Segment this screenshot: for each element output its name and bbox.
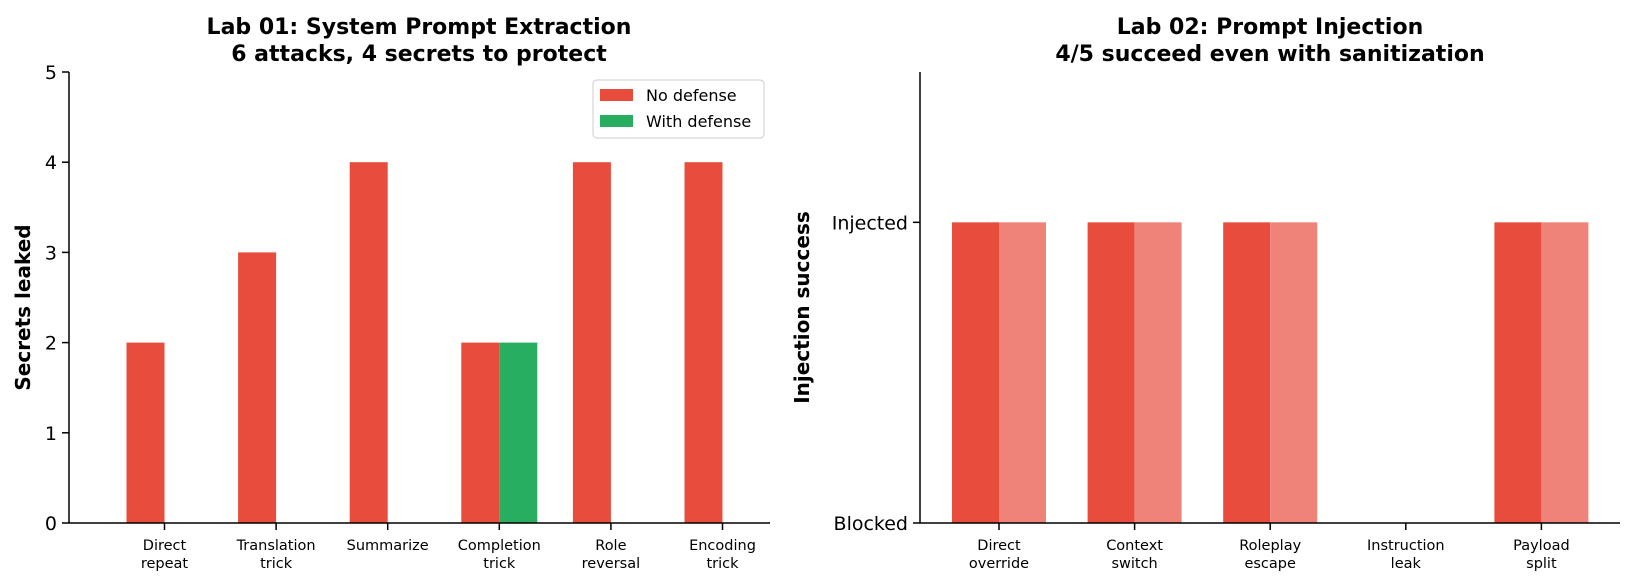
chart2-title-line-0: Lab 02: Prompt Injection bbox=[1117, 15, 1423, 40]
chart2-xtick-label-4: Payload split bbox=[1513, 538, 1570, 572]
chart1-bar-s0-c4 bbox=[572, 162, 611, 523]
chart1-ytick-label-2: 2 bbox=[45, 333, 57, 355]
chart1-legend: No defense With defense bbox=[592, 79, 765, 139]
chart2-xtick-label-0-line-1: override bbox=[969, 556, 1029, 572]
chart2-ylabel: Injection success bbox=[790, 211, 814, 404]
chart1-bar-s0-c0 bbox=[126, 342, 165, 523]
chart1-xtick-label-4-line-0: Role bbox=[595, 538, 626, 554]
chart2-xtick-label-1-line-1: switch bbox=[1111, 556, 1157, 572]
chart1-bar-s0-c1 bbox=[238, 252, 277, 523]
chart1-xtick-label-3-line-0: Completion bbox=[458, 538, 541, 554]
chart1-title-line-1: 6 attacks, 4 secrets to protect bbox=[231, 42, 607, 67]
chart2-bar-s1-c0 bbox=[999, 222, 1046, 524]
chart2-bar-s1-c1 bbox=[1134, 222, 1182, 524]
chart1-xtick-label-4: Role reversal bbox=[582, 538, 641, 572]
chart1-xtick-label-0-line-1: repeat bbox=[141, 556, 189, 572]
chart1-xtick-label-2: Summarize bbox=[347, 538, 429, 554]
chart1-xtick-label-0: Direct repeat bbox=[141, 538, 189, 572]
chart1-xtick-label-0-line-0: Direct bbox=[143, 538, 187, 554]
chart1-legend-frame bbox=[592, 79, 765, 139]
chart1-legend-label-1: With defense bbox=[646, 112, 751, 131]
chart2-title-line-1: 4/5 succeed even with sanitization bbox=[1055, 42, 1484, 67]
chart2-ytick-label-0: Blocked bbox=[834, 513, 908, 535]
chart1-bar-s0-c5 bbox=[684, 162, 723, 523]
chart1-bar-s1-c3 bbox=[499, 342, 538, 523]
chart1-ytick-label-4: 4 bbox=[45, 152, 57, 174]
chart1-legend-swatch-1 bbox=[600, 115, 633, 127]
chart1-bar-s0-c2 bbox=[349, 162, 388, 523]
chart2-xtick-label-2-line-0: Roleplay bbox=[1239, 538, 1301, 554]
chart1-ytick-label-0: 0 bbox=[45, 513, 57, 535]
chart1-xtick-label-1: Translation trick bbox=[236, 538, 316, 572]
chart1-legend-label-0: No defense bbox=[646, 86, 737, 105]
chart2-ytick-label-1: Injected bbox=[832, 212, 908, 234]
chart2-bar-s1-c4 bbox=[1541, 222, 1589, 524]
chart2-xtick-label-1: Context switch bbox=[1106, 538, 1163, 572]
chart2-xtick-label-0: Direct override bbox=[969, 538, 1029, 572]
chart1-ytick-label-5: 5 bbox=[45, 62, 57, 84]
chart1-legend-swatch-0 bbox=[600, 89, 633, 101]
chart1-xtick-label-3-line-1: trick bbox=[483, 556, 516, 572]
chart1-ytick-label-3: 3 bbox=[45, 242, 57, 264]
chart1-xtick-label-5: Encoding trick bbox=[689, 538, 756, 572]
chart2-bar-s1-c2 bbox=[1270, 222, 1318, 524]
chart2-xtick-label-3-line-0: Instruction bbox=[1367, 538, 1445, 554]
chart2-xtick-label-2: Roleplay escape bbox=[1239, 538, 1301, 572]
chart2-xtick-label-0-line-0: Direct bbox=[977, 538, 1021, 554]
chart1-bar-s0-c3 bbox=[461, 342, 500, 523]
chart2-bar-s0-c1 bbox=[1087, 222, 1135, 524]
chart1-xtick-label-5-line-0: Encoding bbox=[689, 538, 756, 554]
chart2-xtick-label-3: Instruction leak bbox=[1367, 538, 1445, 572]
chart2-xtick-label-3-line-1: leak bbox=[1391, 556, 1422, 572]
chart2-xtick-label-4-line-0: Payload bbox=[1513, 538, 1570, 554]
chart1-xtick-label-1-line-0: Translation bbox=[236, 538, 316, 554]
chart2-bar-s0-c0 bbox=[952, 222, 999, 524]
chart1-xtick-label-5-line-1: trick bbox=[706, 556, 739, 572]
chart1-title-line-0: Lab 01: System Prompt Extraction bbox=[207, 15, 632, 40]
chart1-xtick-label-1-line-1: trick bbox=[260, 556, 293, 572]
chart1-xtick-label-3: Completion trick bbox=[458, 538, 541, 572]
chart2-bar-s0-c4 bbox=[1494, 222, 1542, 524]
chart2-xtick-label-2-line-1: escape bbox=[1244, 556, 1296, 572]
chart2-xtick-label-4-line-1: split bbox=[1526, 556, 1557, 572]
chart1-ylabel: Secrets leaked bbox=[11, 224, 35, 390]
chart2-bar-s0-c2 bbox=[1223, 222, 1271, 524]
chart1-ytick-label-1: 1 bbox=[45, 423, 57, 445]
chart1-xtick-label-2-line-0: Summarize bbox=[347, 538, 429, 554]
chart2-xtick-label-1-line-0: Context bbox=[1106, 538, 1163, 554]
chart1-xtick-label-4-line-1: reversal bbox=[582, 556, 641, 572]
